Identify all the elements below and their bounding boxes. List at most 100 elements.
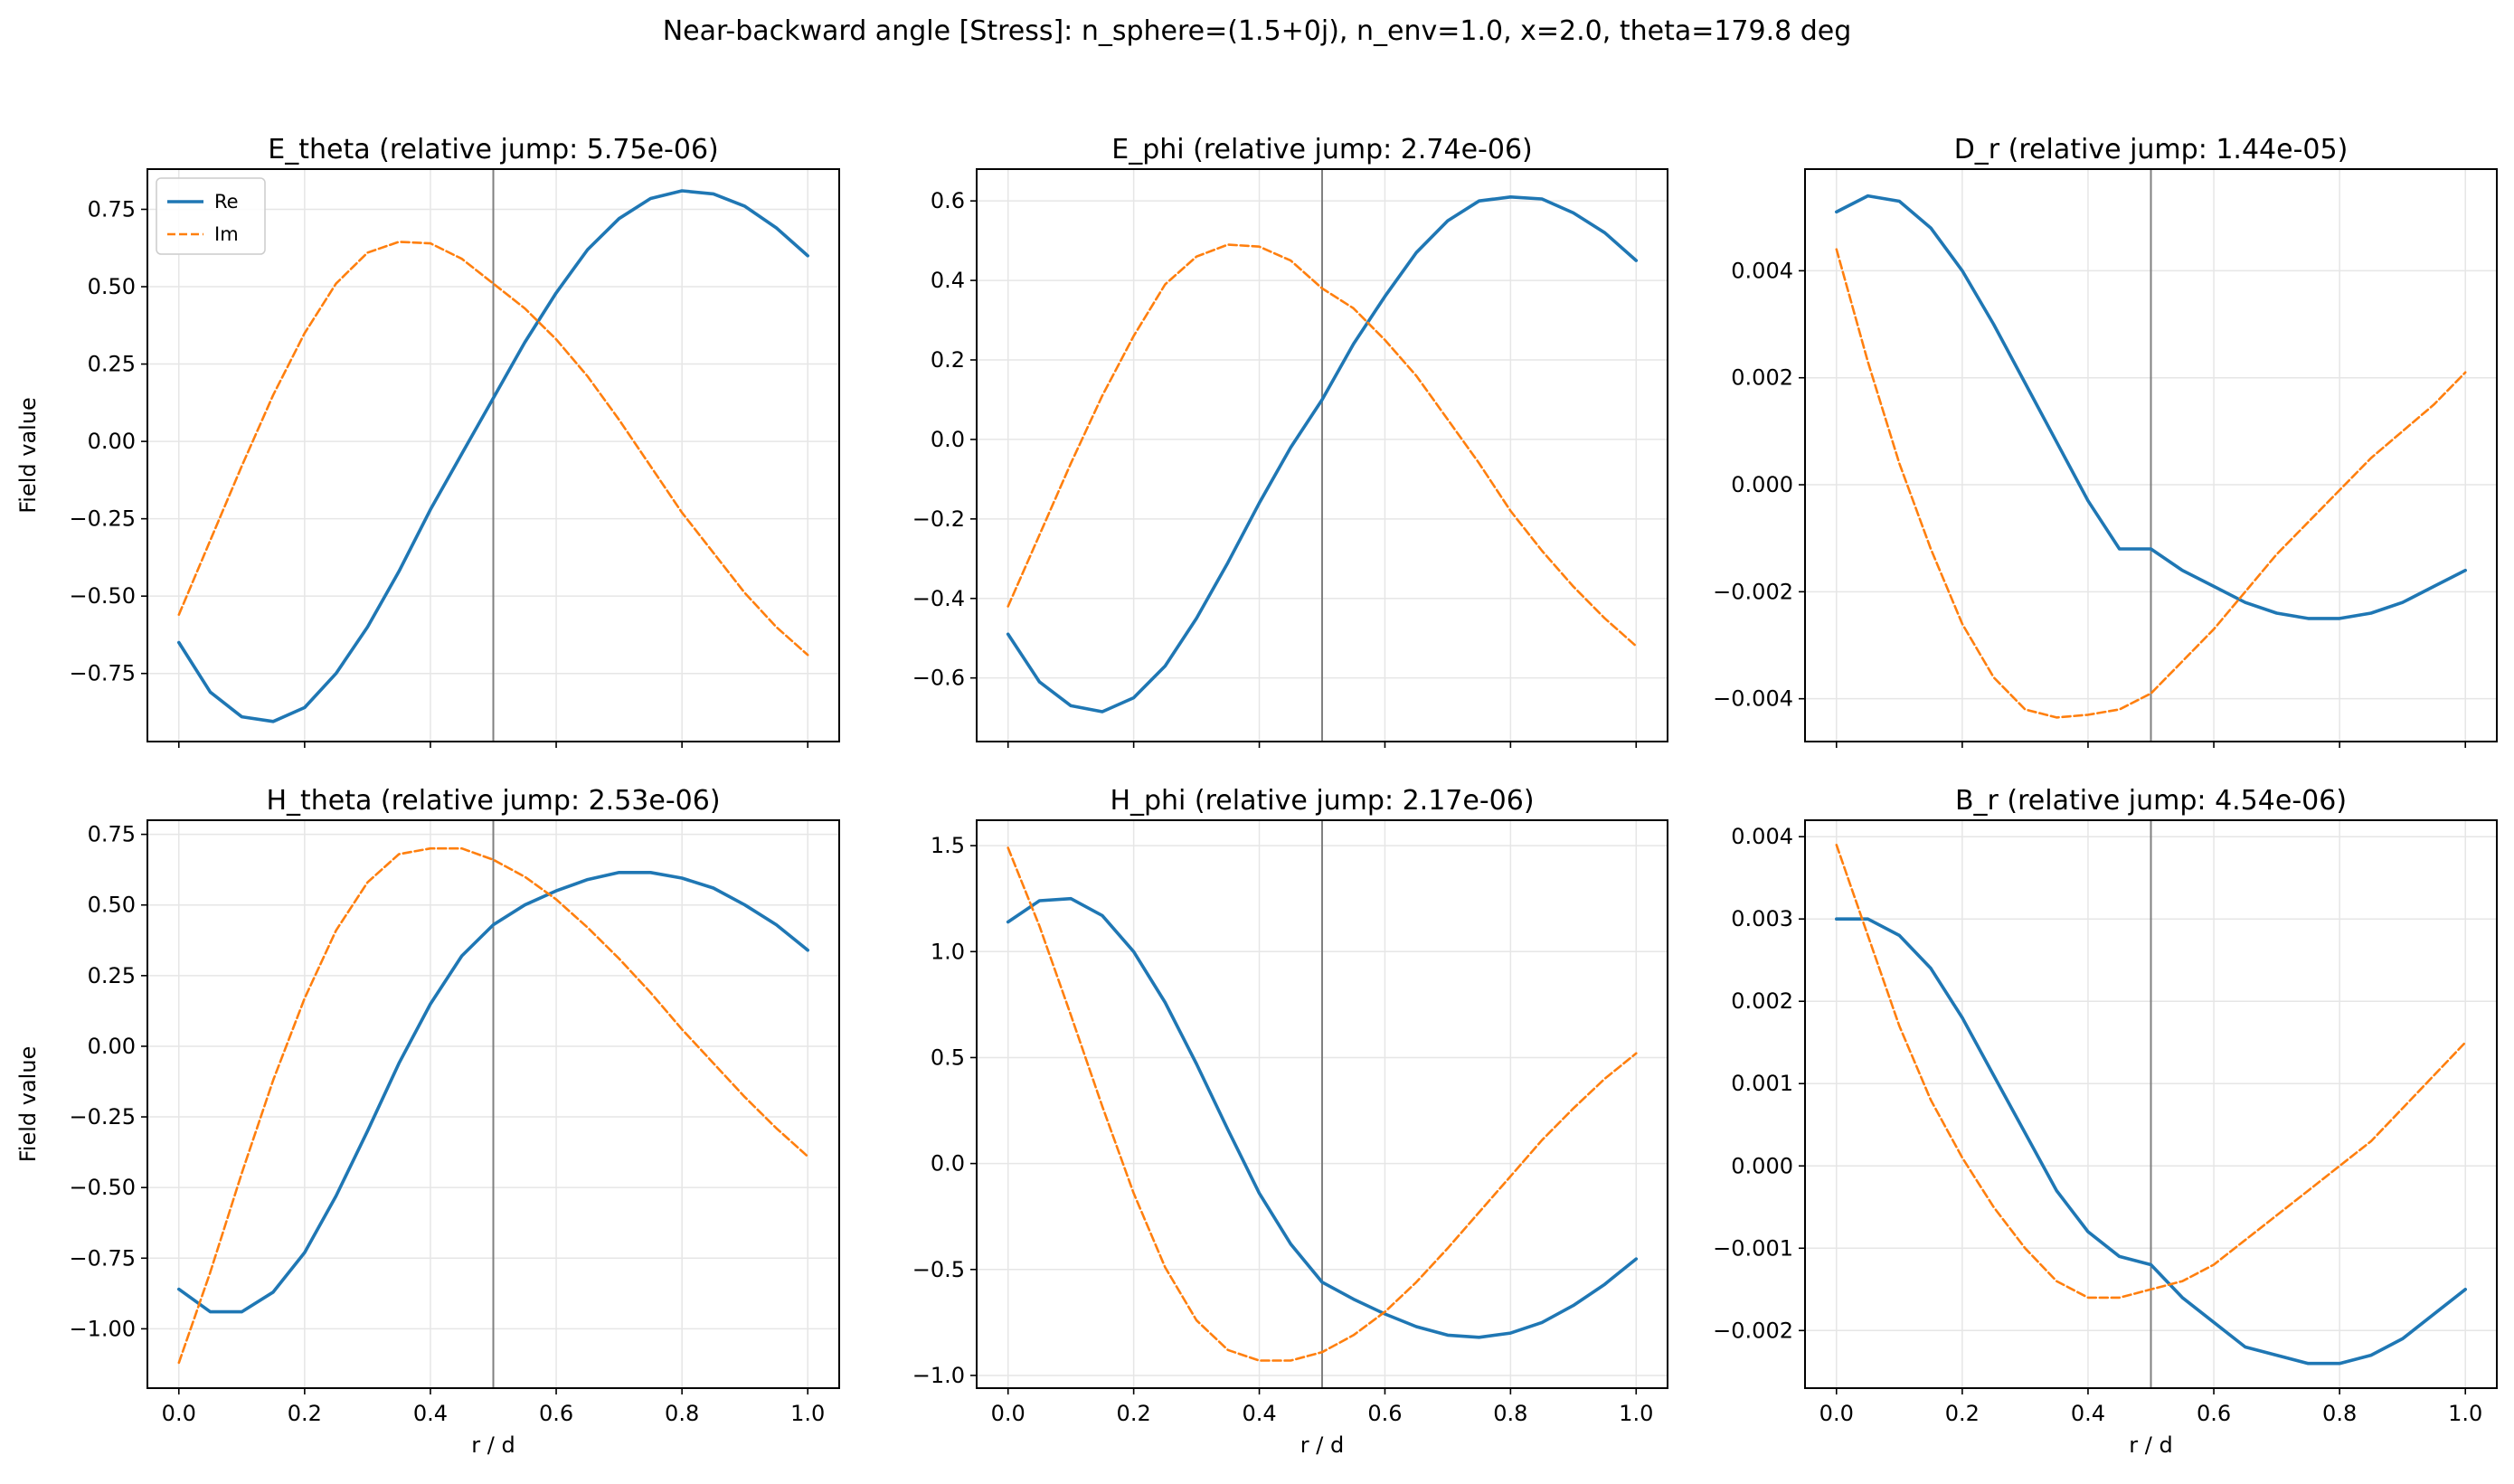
panel-b-r: 0.0 0.2 0.4 0.6 0.8 1.0 −0.002 −0.001 0.000 0.001… xyxy=(1713,785,2498,1458)
y-tick-label: 0.002 xyxy=(1731,365,1793,391)
x-tick-label: 0.6 xyxy=(2197,1401,2231,1426)
series-line-re xyxy=(1835,194,2467,620)
y-tick-label: −0.75 xyxy=(69,661,136,686)
y-tick-label: 0.4 xyxy=(931,268,965,293)
x-tick-label: 0.8 xyxy=(665,1401,699,1426)
x-tick-label: 0.8 xyxy=(2322,1401,2357,1426)
y-tick-label: −0.2 xyxy=(912,506,965,532)
y-tick-label: 0.50 xyxy=(88,274,136,299)
x-tick-label: 0.6 xyxy=(1367,1401,1402,1426)
series-line-im xyxy=(1007,243,1638,647)
y-tick-label: −0.50 xyxy=(69,1175,136,1200)
x-tick-label: 0.0 xyxy=(991,1401,1025,1426)
y-tick-label: −0.4 xyxy=(912,586,965,611)
panel-title: E_theta (relative jump: 5.75e-06) xyxy=(268,134,719,165)
x-tick-label: 0.6 xyxy=(539,1401,573,1426)
panel-e-phi: −0.6 −0.4 −0.2 0.0 0.2 0.4 0.6 E_phi (relative … xyxy=(912,134,1668,748)
y-tick-label: 0.00 xyxy=(88,429,136,454)
axes-frame xyxy=(1804,168,2498,742)
y-tick-label: 0.6 xyxy=(931,188,965,213)
x-axis-label: r / d xyxy=(471,1432,515,1458)
y-tick-label: 0.25 xyxy=(88,963,136,988)
y-tick-label: −0.002 xyxy=(1713,1318,1793,1343)
y-tick-label: 1.5 xyxy=(931,833,965,858)
y-tick-label: −0.002 xyxy=(1713,579,1793,604)
y-tick-label: 0.25 xyxy=(88,352,136,377)
y-tick-label: 0.002 xyxy=(1731,988,1793,1014)
series-line-im xyxy=(177,846,809,1365)
y-tick-label: −1.00 xyxy=(69,1316,136,1341)
subplot-grid: −0.75 −0.50 −0.25 0.00 0.25 0.50 0.75 E_theta (… xyxy=(15,134,2498,1458)
legend-frame xyxy=(156,177,266,255)
panel-title: E_phi (relative jump: 2.74e-06) xyxy=(1111,134,1533,165)
y-tick-label: −0.5 xyxy=(912,1257,965,1282)
x-tick-label: 0.4 xyxy=(1242,1401,1276,1426)
x-tick-label: 0.2 xyxy=(288,1401,322,1426)
series-line-re xyxy=(177,870,810,1314)
y-axis-label: Field value xyxy=(15,397,41,514)
series-line-re xyxy=(1835,917,2467,1366)
x-tick-label: 0.4 xyxy=(413,1401,448,1426)
y-tick-label: 1.0 xyxy=(931,939,965,964)
y-tick-label: 0.75 xyxy=(88,196,136,222)
x-tick-label: 0.0 xyxy=(162,1401,196,1426)
axes-frame xyxy=(146,819,840,1389)
y-tick-label: 0.5 xyxy=(931,1044,965,1070)
y-tick-label: −0.001 xyxy=(1713,1235,1793,1261)
x-tick-label: 1.0 xyxy=(790,1401,825,1426)
y-tick-label: 0.004 xyxy=(1731,258,1793,283)
x-tick-label: 0.8 xyxy=(1493,1401,1527,1426)
y-tick-label: 0.001 xyxy=(1731,1071,1793,1096)
panel-title: H_theta (relative jump: 2.53e-06) xyxy=(266,785,720,817)
axes-frame xyxy=(1804,819,2498,1389)
series-line-re xyxy=(1006,896,1639,1339)
panel-h-theta: 0.0 0.2 0.4 0.6 0.8 1.0 −1.00 −0.75 −0.50 −0.25 0.… xyxy=(15,785,840,1458)
y-tick-label: 0.004 xyxy=(1731,824,1793,849)
y-tick-label: −1.0 xyxy=(912,1363,965,1388)
y-axis-label: Field value xyxy=(15,1046,41,1163)
x-tick-label: 0.0 xyxy=(1819,1401,1854,1426)
series-line-im xyxy=(177,241,809,657)
legend: Re Im xyxy=(156,177,266,255)
panel-e-theta: −0.75 −0.50 −0.25 0.00 0.25 0.50 0.75 E_theta (… xyxy=(15,134,840,748)
x-tick-label: 0.4 xyxy=(2071,1401,2105,1426)
y-tick-label: 0.50 xyxy=(88,893,136,918)
panel-title: B_r (relative jump: 4.54e-06) xyxy=(1955,785,2347,817)
y-tick-label: 0.0 xyxy=(931,1151,965,1177)
x-tick-label: 1.0 xyxy=(1619,1401,1653,1426)
x-axis-label: r / d xyxy=(1300,1432,1344,1458)
panel-title: H_phi (relative jump: 2.17e-06) xyxy=(1110,785,1534,817)
axes-frame xyxy=(146,168,840,742)
y-tick-label: −0.25 xyxy=(69,506,136,532)
panel-d-r: −0.004 −0.002 0.000 0.002 0.004 D_r (relative… xyxy=(1713,134,2498,748)
y-tick-label: 0.0 xyxy=(931,427,965,452)
x-tick-label: 0.2 xyxy=(1945,1401,1980,1426)
y-tick-label: −0.75 xyxy=(69,1245,136,1271)
axes-frame xyxy=(976,819,1668,1389)
y-tick-label: 0.00 xyxy=(88,1034,136,1059)
series-line-re xyxy=(177,189,810,723)
series-line-im xyxy=(1007,846,1638,1362)
x-tick-label: 0.2 xyxy=(1117,1401,1151,1426)
y-tick-label: 0.000 xyxy=(1731,1153,1793,1178)
y-tick-label: −0.25 xyxy=(69,1104,136,1130)
panel-title: D_r (relative jump: 1.44e-05) xyxy=(1954,134,2349,165)
legend-label-im: Im xyxy=(214,223,239,245)
legend-label-re: Re xyxy=(214,191,239,213)
figure-title: Near-backward angle [Stress]: n_sphere=(… xyxy=(663,15,1852,47)
series-line-im xyxy=(1835,248,2467,719)
x-axis-label: r / d xyxy=(2129,1432,2172,1458)
series-line-im xyxy=(1835,843,2467,1300)
axes-frame xyxy=(976,168,1668,742)
series-line-re xyxy=(1006,195,1639,714)
panel-h-phi: 0.0 0.2 0.4 0.6 0.8 1.0 −1.0 −0.5 0.0 0.5 1.0 1.5 H_… xyxy=(912,785,1668,1458)
y-tick-label: 0.2 xyxy=(931,347,965,373)
y-tick-label: −0.6 xyxy=(912,666,965,691)
y-tick-label: 0.000 xyxy=(1731,472,1793,497)
y-tick-label: −0.50 xyxy=(69,583,136,609)
x-tick-label: 1.0 xyxy=(2448,1401,2482,1426)
y-tick-label: −0.004 xyxy=(1713,686,1793,712)
y-tick-label: 0.75 xyxy=(88,822,136,847)
y-tick-label: 0.003 xyxy=(1731,906,1793,931)
